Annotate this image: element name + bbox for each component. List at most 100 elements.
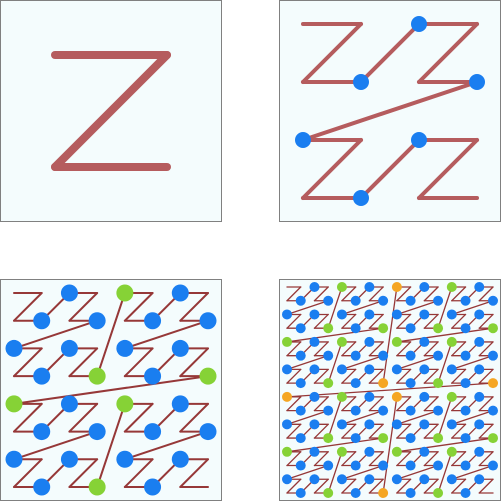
jump-endpoint-marker: [378, 378, 389, 389]
jump-endpoint-marker: [323, 350, 334, 361]
curve-segment: [437, 286, 453, 329]
curve-segment: [327, 286, 343, 329]
curve-segment: [368, 286, 384, 302]
curve-segment: [286, 451, 302, 467]
jump-endpoint-marker: [295, 132, 311, 148]
curve-segment: [51, 51, 171, 171]
jump-endpoint-marker: [171, 339, 189, 357]
curve-segment: [423, 341, 439, 357]
jump-endpoint-marker: [474, 446, 485, 457]
curve-segment: [423, 451, 439, 467]
panel-order-4: [279, 279, 501, 501]
jump-endpoint-marker: [364, 391, 375, 402]
jump-endpoint-marker: [391, 309, 402, 320]
jump-endpoint-marker: [295, 323, 306, 334]
curve-segment: [13, 319, 99, 350]
jump-endpoint-marker: [88, 423, 106, 441]
curve-segment: [123, 319, 209, 350]
curve-segment: [341, 464, 384, 480]
curve-segment: [286, 423, 302, 439]
curve-segment: [341, 396, 357, 412]
jump-endpoint-marker: [405, 405, 416, 416]
jump-endpoint-marker: [433, 460, 444, 471]
curve-segment: [286, 478, 302, 494]
jump-endpoint-marker: [460, 378, 471, 389]
jump-endpoint-marker: [295, 405, 306, 416]
jump-endpoint-marker: [474, 336, 485, 347]
curve-segment: [451, 313, 467, 329]
curve-segment: [368, 423, 384, 439]
jump-endpoint-marker: [474, 419, 485, 430]
jump-endpoint-marker: [336, 364, 347, 375]
curve-segment: [451, 423, 467, 439]
curve-segment: [451, 451, 467, 467]
jump-endpoint-marker: [309, 364, 320, 375]
curve-segment: [123, 458, 154, 488]
curve-segment: [341, 478, 357, 494]
curve-segment: [286, 300, 329, 316]
jump-endpoint-marker: [144, 367, 162, 385]
jump-endpoint-marker: [350, 488, 361, 498]
curve-segment: [123, 292, 154, 322]
jump-endpoint-marker: [323, 488, 334, 498]
jump-endpoint-marker: [295, 295, 306, 306]
jump-endpoint-marker: [405, 378, 416, 389]
curve-segment: [451, 396, 467, 412]
curve-segment: [341, 341, 357, 357]
jump-endpoint-marker: [336, 474, 347, 485]
curve-segment: [327, 396, 343, 439]
jump-endpoint-marker: [116, 450, 134, 468]
jump-endpoint-marker: [33, 478, 51, 496]
curve-segment: [382, 286, 398, 384]
jump-endpoint-marker: [336, 391, 347, 402]
jump-endpoint-marker: [474, 474, 485, 485]
jump-endpoint-marker: [460, 460, 471, 471]
jump-endpoint-marker: [391, 336, 402, 347]
panel-order-3: [0, 279, 222, 501]
jump-endpoint-marker: [116, 284, 134, 302]
jump-endpoint-marker: [364, 364, 375, 375]
jump-endpoint-marker: [391, 282, 402, 292]
jump-endpoint-marker: [488, 295, 498, 306]
curve-segment: [478, 478, 494, 494]
curve-segment: [437, 341, 453, 384]
jump-endpoint-marker: [199, 312, 217, 330]
jump-endpoint-marker: [336, 282, 347, 292]
curve-segment: [396, 409, 439, 425]
panel-order-1: [0, 0, 222, 222]
jump-endpoint-marker: [433, 295, 444, 306]
jump-endpoint-marker: [433, 323, 444, 334]
curve-segment: [451, 355, 494, 371]
jump-endpoint-marker: [350, 460, 361, 471]
curve-segment: [301, 22, 363, 84]
jump-endpoint-marker: [433, 378, 444, 389]
curve-segment: [368, 478, 384, 494]
curve-segment: [396, 300, 439, 316]
curve-segment: [313, 341, 329, 357]
jump-endpoint-marker: [378, 405, 389, 416]
jump-endpoint-marker: [60, 450, 78, 468]
jump-endpoint-marker: [295, 433, 306, 444]
jump-endpoint-marker: [460, 488, 471, 498]
curve-segment: [396, 368, 412, 384]
jump-endpoint-marker: [282, 391, 292, 402]
jump-endpoint-marker: [488, 323, 498, 334]
jump-endpoint-marker: [353, 74, 369, 90]
panel-order-2: [279, 0, 501, 222]
curve-segment: [179, 347, 209, 378]
curve-segment: [478, 341, 494, 357]
jump-endpoint-marker: [33, 312, 51, 330]
jump-endpoint-marker: [336, 309, 347, 320]
jump-endpoint-marker: [350, 433, 361, 444]
curve-segment: [341, 300, 384, 316]
curve-segment: [368, 368, 384, 384]
curve-segment: [359, 138, 421, 200]
curve-segment: [396, 464, 439, 480]
curve-segment: [13, 375, 209, 405]
jump-endpoint-marker: [144, 312, 162, 330]
curve-segment: [478, 286, 494, 302]
jump-endpoint-marker: [33, 367, 51, 385]
jump-endpoint-marker: [144, 423, 162, 441]
curve-segment: [313, 451, 329, 467]
curve-segment: [313, 396, 329, 412]
